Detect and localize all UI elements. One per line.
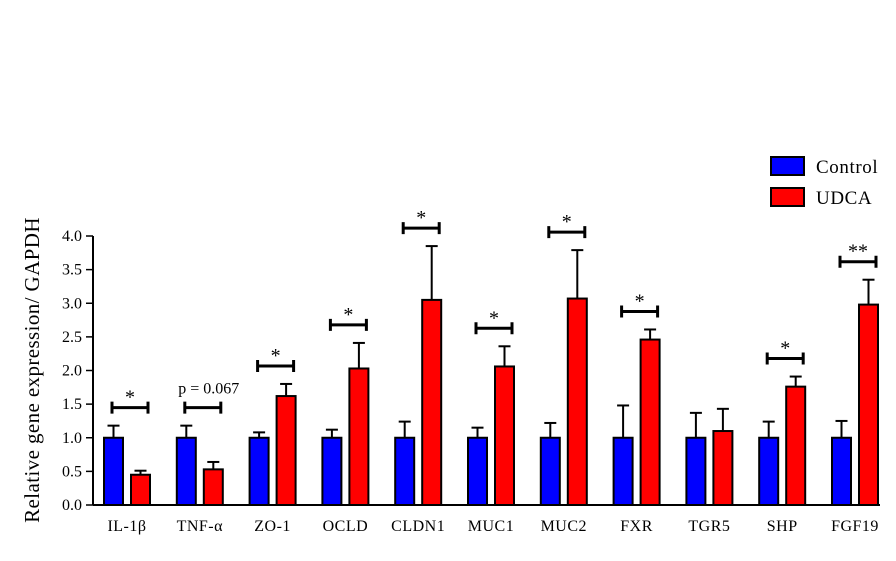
significance-bracket: [838, 255, 878, 268]
bar-control: [831, 436, 852, 506]
bar-control: [685, 436, 707, 506]
significance-label: *: [489, 307, 499, 329]
bar-udca: [494, 365, 515, 506]
annotations-layer: * p = 0.067*********: [110, 207, 878, 414]
bar-control: [539, 436, 561, 506]
y-tick-label: 2.5: [62, 329, 82, 346]
x-category-label: TNF-α: [177, 518, 224, 535]
y-tick-label: 0.0: [62, 497, 82, 514]
legend-swatch-udca: [770, 187, 805, 207]
bar-udca: [130, 473, 151, 506]
bar-udca: [712, 430, 734, 506]
significance-bracket: [547, 226, 587, 239]
p-value-label: p = 0.067: [178, 381, 239, 398]
y-tick-label: 4.0: [62, 228, 82, 245]
significance-bracket: [256, 359, 296, 372]
significance-bracket: [401, 222, 441, 235]
x-category-label: MUC1: [468, 518, 514, 535]
significance-bracket: [328, 318, 368, 331]
x-category-label: IL-1β: [107, 518, 146, 535]
bar-control: [612, 436, 634, 506]
significance-bracket: [183, 401, 223, 414]
y-tick-label: 3.5: [62, 262, 82, 279]
bar-udca: [202, 468, 224, 507]
bar-control: [467, 436, 488, 506]
significance-label: *: [635, 290, 645, 312]
bar-udca: [639, 338, 661, 506]
bar-udca: [348, 367, 370, 507]
bar-control: [758, 436, 780, 506]
y-tick-label: 2.0: [62, 363, 82, 380]
y-tick-label: 0.5: [62, 463, 82, 480]
legend-label-control: Control: [816, 157, 878, 178]
x-category-label: MUC2: [541, 518, 587, 535]
x-category-labels: IL-1β TNF-α ZO-1 OCLD CLDN1 MUC1 MUC2 FXR TGR5 SH…: [107, 518, 878, 535]
legend-item-udca: UDCA: [770, 187, 872, 209]
x-category-label: FXR: [620, 518, 653, 535]
bar-udca: [785, 385, 807, 507]
y-tick-label: 1.5: [62, 396, 82, 413]
significance-bracket: [474, 322, 514, 335]
bar-control: [175, 436, 197, 506]
bar-control: [248, 436, 270, 506]
x-category-label: OCLD: [323, 518, 369, 535]
legend-label-udca: UDCA: [816, 188, 872, 209]
bar-udca: [858, 303, 879, 506]
x-category-label: FGF19: [831, 518, 879, 535]
bar-udca: [275, 395, 297, 506]
bar-control: [394, 436, 416, 506]
x-category-label: SHP: [767, 518, 798, 535]
bar-control: [321, 436, 343, 506]
legend-swatch-control: [770, 156, 805, 176]
significance-label: *: [125, 387, 135, 409]
y-tick-label: 1.0: [62, 430, 82, 447]
x-category-label: TGR5: [688, 518, 730, 535]
legend: Control UDCA: [770, 156, 878, 209]
significance-bracket: [620, 305, 660, 318]
y-tick-label: 3.0: [62, 295, 82, 312]
bars-layer: [103, 245, 879, 507]
bar-udca: [566, 297, 588, 507]
bar-udca: [421, 298, 443, 507]
significance-label: *: [271, 345, 281, 367]
y-ticks: 0.0 0.5 1.0 1.5 2.0 2.5 3.0 3.5 4.0: [62, 228, 93, 514]
x-category-label: ZO-1: [254, 518, 291, 535]
significance-bracket: [765, 352, 805, 365]
significance-label: *: [343, 304, 353, 326]
significance-bracket: [110, 401, 150, 414]
significance-label: **: [848, 241, 868, 263]
bar-control: [103, 436, 124, 506]
legend-item-control: Control: [770, 156, 878, 178]
significance-label: *: [562, 211, 572, 233]
y-axis-label: Relative gene expression/ GAPDH: [20, 217, 44, 523]
significance-label: *: [416, 207, 426, 229]
significance-label: *: [780, 338, 790, 360]
x-category-label: CLDN1: [391, 518, 445, 535]
